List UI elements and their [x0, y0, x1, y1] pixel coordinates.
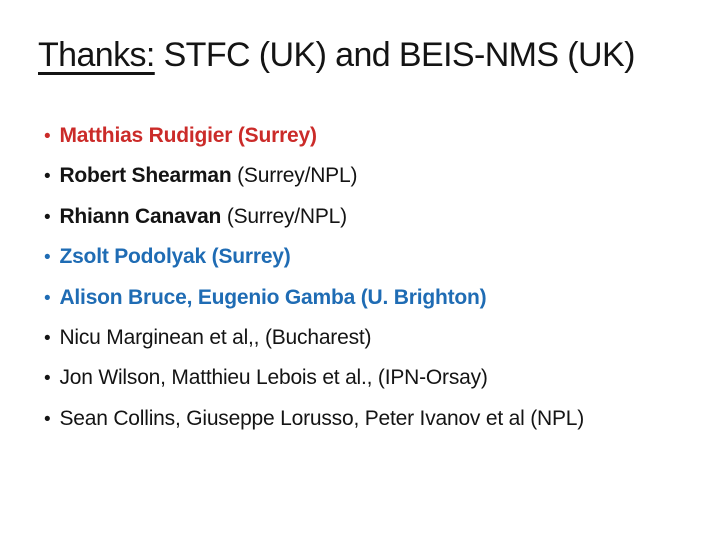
- list-item: • Matthias Rudigier (Surrey): [44, 116, 584, 156]
- bullet-text: Rhiann Canavan: [59, 204, 222, 228]
- bullet-icon: •: [44, 368, 51, 390]
- bullet-text: Matthias Rudigier (Surrey): [59, 124, 317, 147]
- bullet-text: Zsolt Podolyak (Surrey): [59, 245, 291, 269]
- list-item: • Rhiann Canavan (Surrey/NPL): [44, 197, 584, 237]
- bullet-text: Jon Wilson, Matthieu Lebois et al., (IPN…: [59, 366, 488, 390]
- list-item: • Zsolt Podolyak (Surrey): [44, 237, 584, 277]
- bullet-text: (Surrey/NPL): [231, 164, 358, 188]
- bullet-icon: •: [44, 287, 51, 309]
- list-item: • Nicu Marginean et al,, (Bucharest): [44, 318, 584, 358]
- list-item: • Jon Wilson, Matthieu Lebois et al., (IP…: [44, 358, 584, 398]
- title-underlined-word: Thanks:: [38, 36, 155, 74]
- title-rest: STFC (UK) and BEIS-NMS (UK): [154, 36, 636, 74]
- bullet-text: (Surrey/NPL): [221, 204, 347, 228]
- bullet-icon: •: [44, 247, 51, 269]
- bullet-icon: •: [44, 408, 51, 430]
- bullet-icon: •: [44, 327, 51, 349]
- page-title: Thanks: STFC (UK) and BEIS-NMS (UK): [38, 36, 635, 75]
- bullet-text: Sean Collins, Giuseppe Lorusso, Peter Iv…: [59, 406, 585, 430]
- list-item: • Alison Bruce, Eugenio Gamba (U. Brighto…: [44, 278, 584, 318]
- list-item: • Robert Shearman (Surrey/NPL): [44, 156, 584, 196]
- bullet-icon: •: [44, 206, 51, 228]
- bullet-text: Robert Shearman: [59, 164, 232, 188]
- bullet-icon: •: [44, 166, 51, 188]
- bullet-text: Alison Bruce, Eugenio Gamba (U. Brighton…: [59, 285, 487, 309]
- thanks-list: • Matthias Rudigier (Surrey) • Robert Shear…: [44, 116, 584, 439]
- list-item: • Sean Collins, Giuseppe Lorusso, Peter I…: [44, 399, 584, 439]
- bullet-icon: •: [44, 126, 51, 147]
- bullet-text: Nicu Marginean et al,, (Bucharest): [59, 325, 372, 349]
